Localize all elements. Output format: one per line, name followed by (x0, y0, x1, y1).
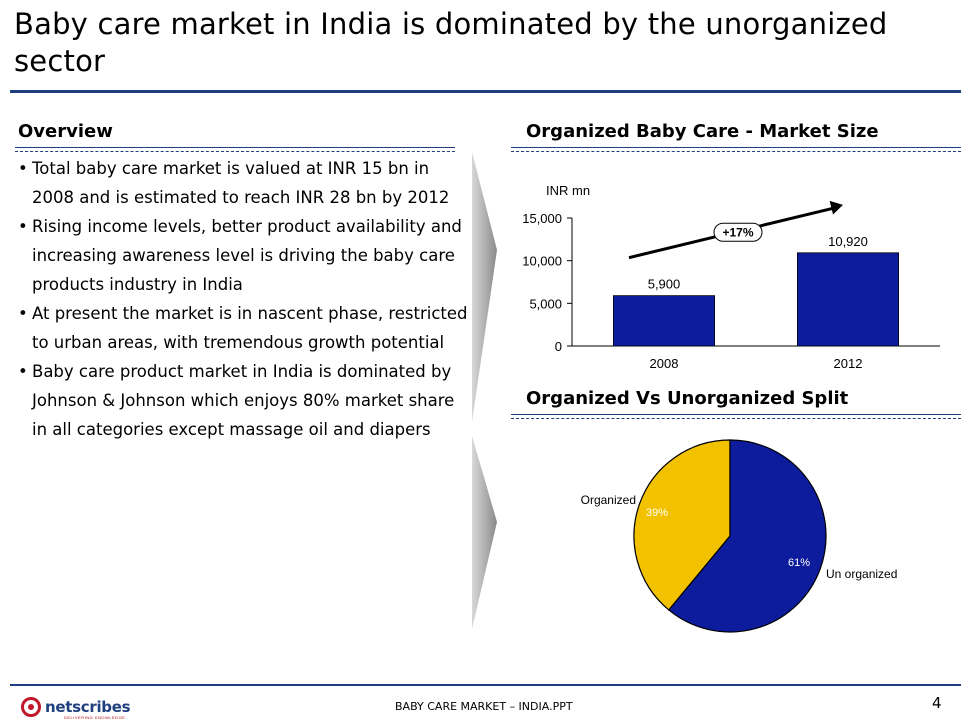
page-number: 4 (932, 694, 942, 712)
logo-tagline: DELIVERING KNOWLEDGE (64, 715, 126, 720)
pie-percent-label: 61% (788, 557, 810, 569)
growth-arrowhead-icon (829, 200, 843, 215)
market-size-heading: Organized Baby Care - Market Size (526, 121, 879, 142)
slide-title: Baby care market in India is dominated b… (14, 7, 888, 78)
split-rule-dashed (511, 418, 961, 419)
market-size-bar-chart: INR mn 0 5,000 10,000 15,000 5,900 2008 10,920 2… (522, 183, 940, 371)
organized-split-pie-chart: Organized 39% 61% Un organized (581, 439, 897, 633)
bullet-text: Rising income levels, better product ava… (32, 217, 462, 294)
bullet-text: Total baby care market is valued at INR … (32, 159, 450, 207)
pie-slice-organized (633, 439, 731, 611)
netscribes-logo: netscribes DELIVERING KNOWLEDGE (20, 697, 131, 720)
bar-2008 (613, 295, 715, 347)
bullet-item: • At present the market is in nascent pha… (18, 299, 468, 357)
bar-2012 (796, 252, 899, 347)
pie-category-label: Un organized (826, 567, 897, 581)
y-axis-label: INR mn (546, 183, 590, 198)
overview-rule-dashed (15, 151, 455, 152)
overview-bullet-list: • Total baby care market is valued at INR… (18, 154, 468, 444)
bullet-text: At present the market is in nascent phas… (32, 304, 468, 352)
bullet-item: • Rising income levels, better product av… (18, 212, 468, 299)
logo-text: netscribes (45, 698, 131, 716)
footer-rule (10, 684, 961, 686)
bullet-text: Baby care product market in India is dom… (32, 362, 455, 439)
x-tick-label: 2012 (834, 356, 863, 371)
bullet-item: • Baby care product market in India is do… (18, 357, 468, 444)
y-tick-label: 5,000 (529, 296, 562, 311)
title-underline (10, 90, 961, 93)
split-heading: Organized Vs Unorganized Split (526, 388, 849, 409)
chevron-arrow-icon (472, 152, 497, 422)
bullet-item: • Total baby care market is valued at INR… (18, 154, 468, 212)
y-tick-label: 0 (555, 339, 562, 354)
y-tick-label: 15,000 (522, 211, 562, 226)
footer-text: BABY CARE MARKET – INDIA.PPT (395, 700, 573, 713)
pie-slice-unorganized (667, 439, 827, 633)
chevron-arrow-icon (472, 436, 497, 629)
bar-value-label: 10,920 (828, 234, 868, 249)
growth-label: +17% (722, 226, 753, 240)
growth-badge (713, 222, 763, 242)
pie-percent-label: 39% (646, 507, 668, 519)
x-tick-label: 2008 (650, 356, 679, 371)
market-size-rule-dashed (511, 151, 961, 152)
market-size-rule (511, 147, 961, 148)
split-rule (511, 414, 961, 415)
y-tick-label: 10,000 (522, 254, 562, 269)
overview-heading: Overview (18, 121, 113, 142)
overview-rule (15, 147, 455, 148)
netscribes-logo-icon (21, 697, 41, 717)
pie-category-label: Organized (581, 493, 636, 507)
bar-value-label: 5,900 (648, 277, 681, 292)
